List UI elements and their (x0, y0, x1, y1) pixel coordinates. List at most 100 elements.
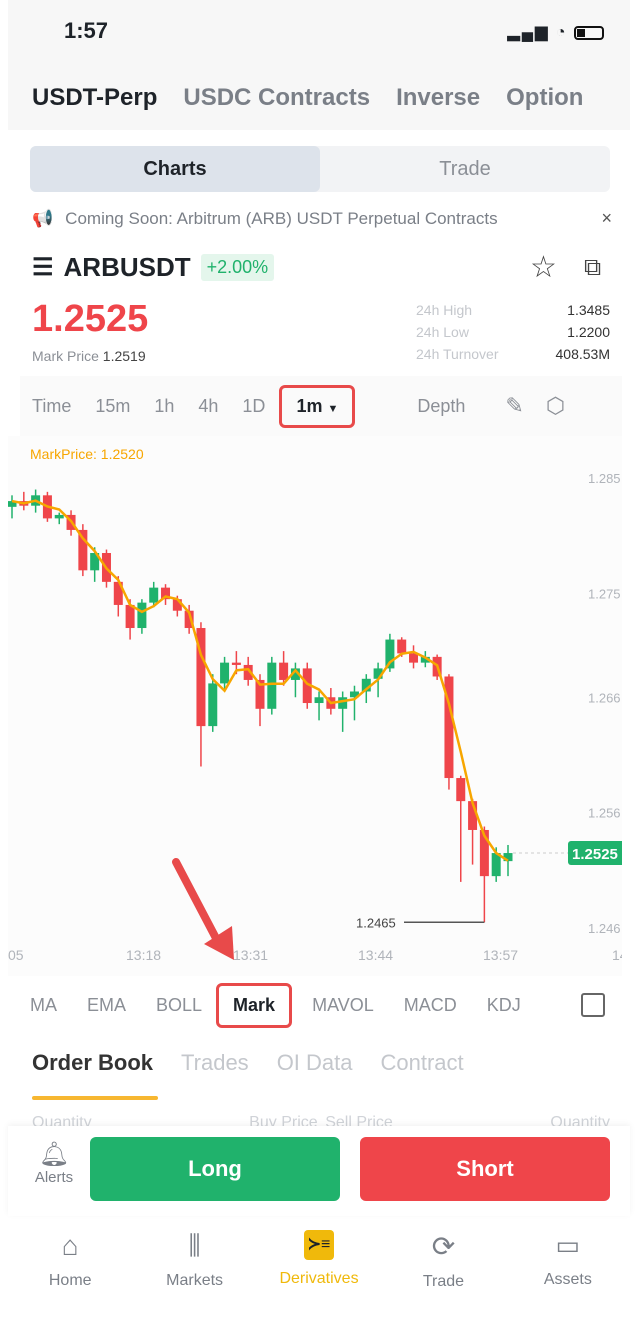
settings-icon[interactable]: ⬡ (545, 393, 566, 418)
nav-home[interactable]: ⌂ Home (8, 1218, 132, 1318)
candle-body (7, 501, 17, 507)
ind-kdj[interactable]: KDJ (486, 994, 521, 1015)
star-icon[interactable]: ☆ (530, 251, 557, 284)
candle-body (172, 599, 182, 611)
tf-15m[interactable]: 15m (95, 395, 131, 416)
price-chart[interactable]: 1.285 1.275 1.266 1.256 1.246 05 13:18 13:31 13:… (7, 436, 628, 976)
candle-body (503, 853, 513, 862)
nav-label: Derivatives (279, 1270, 359, 1287)
ind-mavol[interactable]: MAVOL (312, 994, 374, 1015)
mark-price-label: Mark Price (32, 348, 99, 364)
nav-assets[interactable]: ▭ Assets (506, 1218, 630, 1318)
tab-contract[interactable]: Contract (380, 1050, 464, 1075)
short-button[interactable]: Short (360, 1137, 610, 1201)
tf-4h[interactable]: 4h (198, 395, 219, 416)
candle-body (468, 801, 478, 830)
tf-time[interactable]: Time (32, 395, 72, 416)
candle-body (196, 628, 206, 727)
pencil-icon[interactable]: ✎ (505, 393, 524, 418)
orderbook-header: Quantity Buy Price Sell Price Quantity (32, 1114, 610, 1126)
tf-1d[interactable]: 1D (242, 395, 266, 416)
trade-icon: ⟳ (431, 1231, 456, 1262)
col-quantity: Quantity (32, 1114, 92, 1126)
tab-option[interactable]: Option (506, 84, 584, 111)
charts-tab[interactable]: Charts (30, 146, 320, 192)
candle-body (456, 778, 466, 802)
x-tick-label: 05 (8, 947, 24, 963)
red-arrow-annotation (172, 858, 234, 960)
candlestick-svg[interactable]: 1.285 1.275 1.266 1.256 1.246 05 13:18 13:31 13:… (7, 436, 628, 976)
tf-depth[interactable]: Depth (417, 395, 466, 416)
tab-oi-data[interactable]: OI Data (276, 1050, 353, 1075)
caret-down-icon: ▼ (327, 402, 339, 415)
candle-body (90, 553, 100, 571)
announcement-text[interactable]: Coming Soon: Arbitrum (ARB) USDT Perpetu… (65, 208, 498, 228)
candle-body (113, 581, 123, 605)
trade-tab[interactable]: Trade (439, 157, 491, 180)
ind-mark[interactable]: Mark (216, 982, 293, 1028)
ind-macd[interactable]: MACD (403, 994, 457, 1015)
indicator-bar: MA EMA BOLL Mark MAVOL MACD KDJ (20, 980, 622, 1030)
ind-ema[interactable]: EMA (87, 994, 127, 1015)
x-tick-label: 13:31 (233, 947, 268, 963)
candle-body (491, 853, 501, 877)
tab-usdc-contracts[interactable]: USDC Contracts (183, 84, 371, 111)
candle-body (314, 697, 324, 704)
y-tick-label: 1.285 (588, 471, 621, 486)
alerts-button[interactable]: 🔔︎ Alerts (28, 1140, 80, 1186)
x-tick-label: 14 (612, 947, 622, 963)
symbol-name[interactable]: ARBUSDT (63, 252, 191, 282)
stat-row: 24h Low 1.2200 (416, 324, 610, 346)
tab-usdt-perp[interactable]: USDT-Perp (32, 84, 158, 111)
candle-body (161, 587, 171, 600)
last-price: 1.2525 (32, 298, 149, 340)
nav-label: Markets (166, 1272, 224, 1289)
stat-value: 1.2200 (567, 324, 610, 340)
candle-body (255, 679, 265, 709)
candle-body (231, 662, 241, 665)
nav-label: Trade (422, 1273, 465, 1290)
ind-boll[interactable]: BOLL (156, 994, 203, 1015)
candle-body (420, 656, 430, 663)
candle-body (243, 664, 253, 680)
status-icons: ▂▄▆ ◔ (507, 22, 604, 42)
candle-body (184, 610, 194, 629)
active-tab-indicator (32, 1096, 158, 1100)
alerts-label: Alerts (34, 1169, 74, 1186)
nav-label: Assets (543, 1271, 592, 1288)
tab-order-book[interactable]: Order Book (32, 1050, 154, 1075)
fullscreen-icon[interactable] (580, 993, 605, 1017)
stat-label: 24h High (416, 302, 473, 318)
nav-derivatives[interactable]: ≻≡ Derivatives (257, 1218, 381, 1318)
bottom-nav: ⌂ Home ⫼ Markets ≻≡ Derivatives ⟳ Trade ▭ Ass… (8, 1218, 630, 1318)
candle-body (78, 529, 88, 571)
mark-price-line-label: MarkPrice: 1.2520 (30, 446, 144, 462)
announcement-banner[interactable]: 📢 Coming Soon: Arbitrum (ARB) USDT Perpe… (32, 208, 612, 229)
x-tick-label: 13:44 (358, 947, 393, 963)
nav-markets[interactable]: ⫼ Markets (132, 1218, 256, 1318)
tf-1h[interactable]: 1h (154, 395, 175, 416)
nav-trade[interactable]: ⟳ Trade (381, 1218, 505, 1318)
candle-body (302, 668, 312, 704)
header-bg (8, 0, 630, 130)
col-sell-price: Sell Price (325, 1114, 393, 1126)
candle-body (290, 668, 300, 680)
product-tabs: USDT-Perp USDC Contracts Inverse Option (32, 84, 583, 112)
stat-label: 24h Turnover (416, 346, 499, 362)
24h-stats: 24h High 1.3485 24h Low 1.2200 24h Turnove… (416, 302, 610, 368)
tf-selected-1m[interactable]: 1m ▼ (279, 384, 356, 428)
mark-price: Mark Price 1.2519 (32, 348, 146, 364)
tab-inverse[interactable]: Inverse (396, 84, 481, 111)
battery-icon (574, 25, 604, 40)
share-icon[interactable]: ⧉ (584, 254, 602, 281)
menu-icon[interactable]: ☰ (32, 254, 54, 281)
home-icon: ⌂ (61, 1230, 79, 1261)
tf-selected-label: 1m (296, 395, 323, 416)
stat-row: 24h High 1.3485 (416, 302, 610, 324)
stat-value: 408.53M (555, 346, 610, 362)
close-icon[interactable]: × (601, 208, 612, 228)
ind-ma[interactable]: MA (30, 994, 57, 1015)
tab-trades[interactable]: Trades (181, 1050, 249, 1075)
y-tick-label: 1.266 (588, 690, 621, 705)
long-button[interactable]: Long (90, 1137, 340, 1201)
